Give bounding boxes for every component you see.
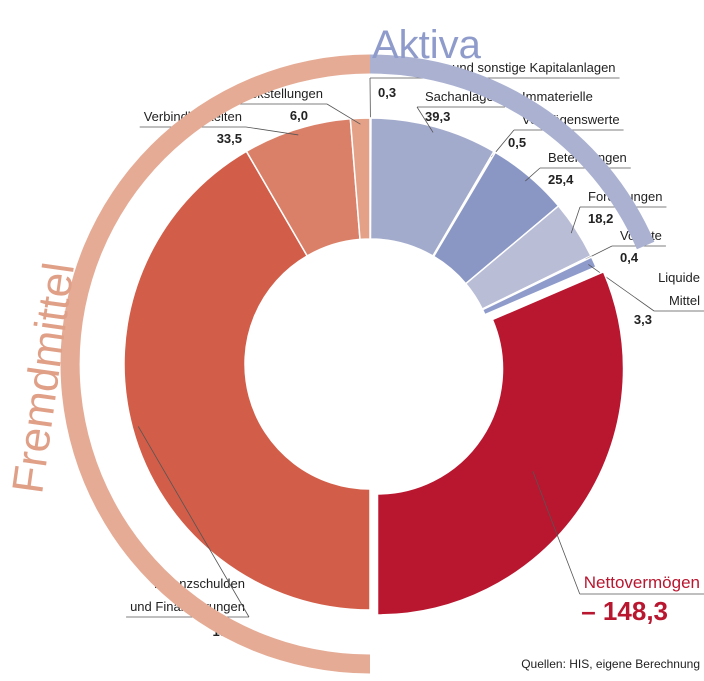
segment xyxy=(481,256,598,316)
leader-line xyxy=(369,77,620,125)
value-label: 39,3 xyxy=(425,109,450,124)
segment xyxy=(376,270,625,616)
segment-label: Nettovermögen xyxy=(584,573,700,592)
source: Quellen: HIS, eigene Berechnung xyxy=(521,657,700,671)
leader-line xyxy=(588,264,704,312)
segment-label: Mittel xyxy=(669,293,700,308)
leader-line xyxy=(230,103,361,125)
segment-label: Liquide xyxy=(658,270,700,285)
segment-label: Immaterielle xyxy=(522,89,593,104)
value-label: – 148,3 xyxy=(581,596,668,626)
leader-line xyxy=(416,106,505,133)
value-label: 18,2 xyxy=(588,211,613,226)
value-label: 3,3 xyxy=(634,312,652,327)
group-title: Aktiva xyxy=(372,23,482,67)
value-label: 6,0 xyxy=(290,108,308,123)
value-label: 0,4 xyxy=(620,250,639,265)
segment xyxy=(349,117,371,241)
value-label: 25,4 xyxy=(548,172,574,187)
group-arc xyxy=(370,54,655,250)
value-label: 0,3 xyxy=(378,85,396,100)
leader-line xyxy=(126,426,250,618)
value-label: 0,5 xyxy=(508,135,526,150)
leader-line xyxy=(532,471,704,595)
segment xyxy=(123,150,371,611)
value-label: 33,5 xyxy=(217,131,242,146)
